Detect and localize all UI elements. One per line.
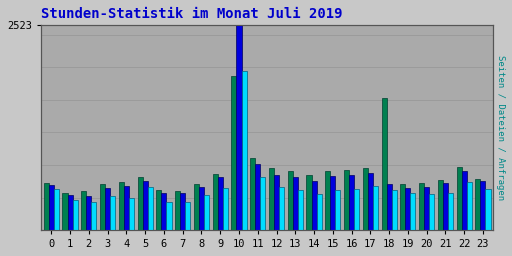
Bar — [223, 188, 228, 230]
Bar — [419, 183, 424, 230]
Bar — [485, 189, 490, 230]
Bar — [293, 177, 298, 230]
Bar — [49, 185, 54, 230]
Bar — [443, 183, 448, 230]
Bar — [387, 185, 392, 230]
Y-axis label: Seiten / Dateien / Anfragen: Seiten / Dateien / Anfragen — [496, 55, 505, 200]
Bar — [400, 185, 406, 230]
Bar — [129, 198, 134, 230]
Bar — [147, 187, 153, 230]
Bar — [274, 175, 279, 230]
Bar — [448, 194, 453, 230]
Bar — [161, 193, 166, 230]
Bar — [87, 196, 91, 230]
Bar — [381, 98, 387, 230]
Bar — [362, 168, 368, 230]
Bar — [194, 185, 199, 230]
Bar — [143, 181, 147, 230]
Bar — [438, 180, 443, 230]
Bar — [316, 194, 322, 230]
Bar — [62, 193, 68, 230]
Bar — [231, 76, 237, 230]
Bar — [354, 189, 359, 230]
Bar — [325, 172, 330, 230]
Bar — [105, 188, 110, 230]
Bar — [406, 188, 411, 230]
Bar — [218, 177, 223, 230]
Bar — [255, 164, 260, 230]
Bar — [424, 187, 429, 230]
Bar — [242, 71, 247, 230]
Bar — [269, 168, 274, 230]
Bar — [110, 196, 115, 230]
Bar — [480, 181, 485, 230]
Bar — [156, 190, 161, 230]
Bar — [199, 187, 204, 230]
Bar — [260, 177, 265, 230]
Bar — [166, 201, 172, 230]
Bar — [81, 191, 87, 230]
Bar — [138, 177, 143, 230]
Bar — [91, 202, 96, 230]
Bar — [344, 170, 349, 230]
Bar — [368, 173, 373, 230]
Bar — [457, 167, 462, 230]
Bar — [307, 175, 311, 230]
Text: Stunden-Statistik im Monat Juli 2019: Stunden-Statistik im Monat Juli 2019 — [41, 7, 343, 21]
Bar — [335, 190, 340, 230]
Bar — [180, 194, 185, 230]
Bar — [429, 194, 434, 230]
Bar — [237, 25, 242, 230]
Bar — [54, 189, 59, 230]
Bar — [311, 181, 316, 230]
Bar — [73, 200, 78, 230]
Bar — [392, 190, 397, 230]
Bar — [175, 191, 180, 230]
Bar — [68, 195, 73, 230]
Bar — [250, 158, 255, 230]
Bar — [467, 182, 472, 230]
Bar — [373, 186, 378, 230]
Bar — [279, 187, 284, 230]
Bar — [288, 171, 293, 230]
Bar — [330, 176, 335, 230]
Bar — [124, 186, 129, 230]
Bar — [349, 175, 354, 230]
Bar — [185, 201, 190, 230]
Bar — [462, 172, 467, 230]
Bar — [100, 185, 105, 230]
Bar — [475, 179, 480, 230]
Bar — [119, 182, 124, 230]
Bar — [44, 183, 49, 230]
Bar — [212, 174, 218, 230]
Bar — [411, 194, 415, 230]
Bar — [204, 195, 209, 230]
Bar — [298, 190, 303, 230]
